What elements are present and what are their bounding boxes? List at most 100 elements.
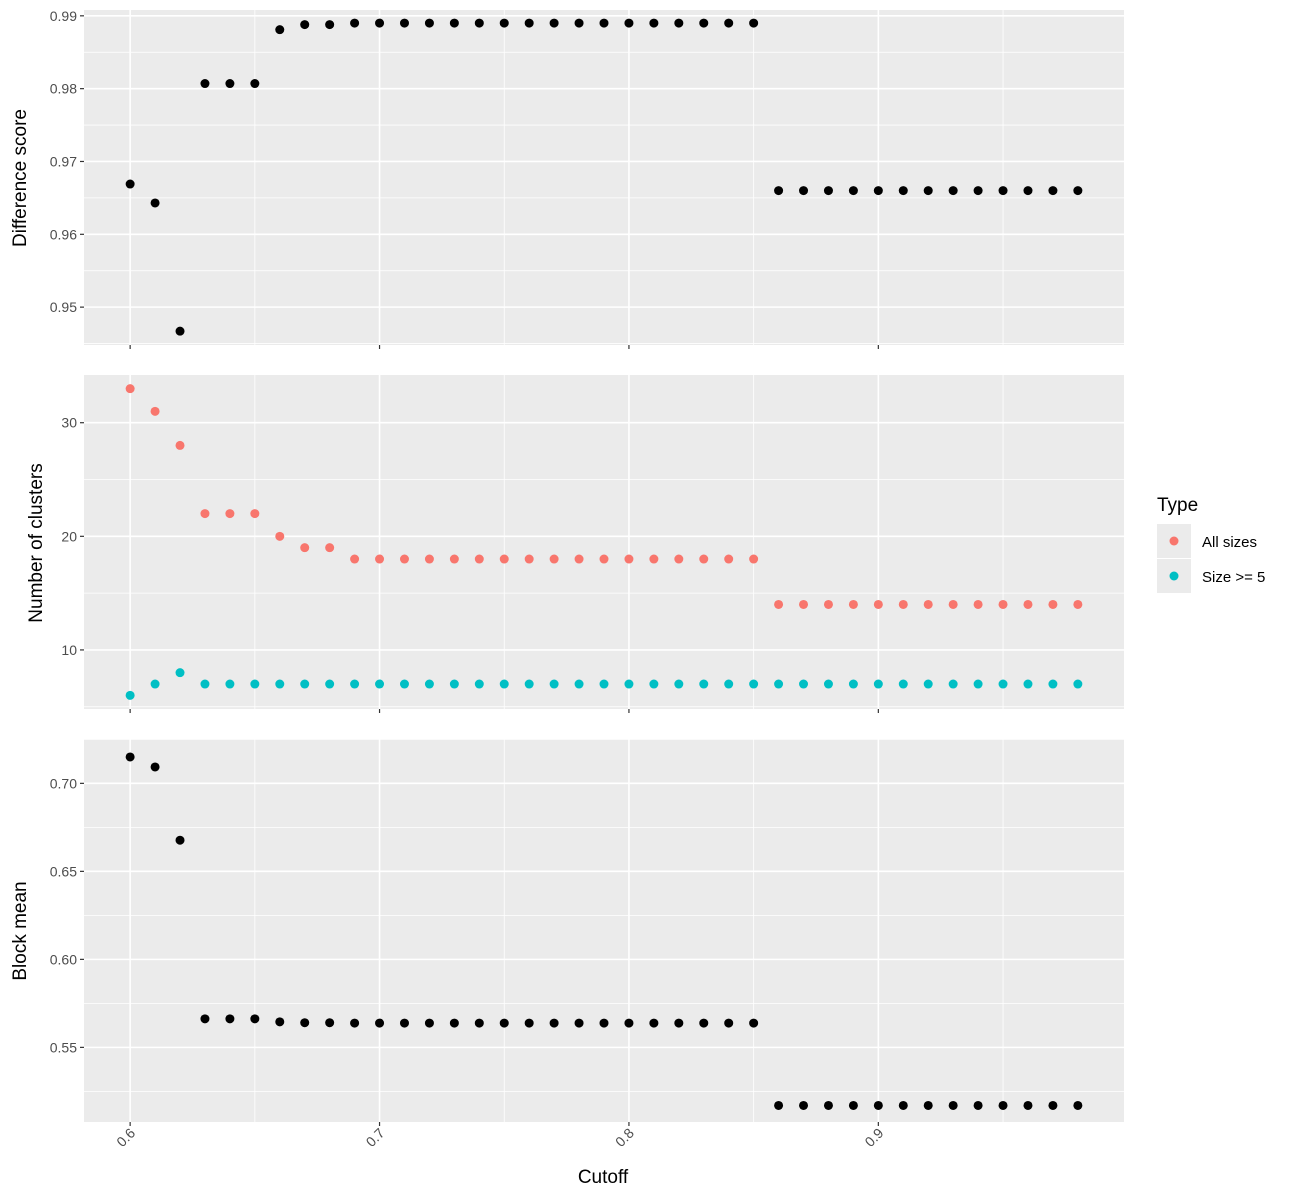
data-point [823, 599, 833, 609]
panel-2: 10 20 30 Number of clusters [26, 375, 1124, 713]
data-point [998, 186, 1008, 196]
data-point [549, 1018, 559, 1028]
legend-marker-all-sizes [1169, 536, 1179, 546]
data-point [948, 599, 958, 609]
data-point [848, 1100, 858, 1110]
data-point [574, 1018, 584, 1028]
data-point [649, 1018, 659, 1028]
data-point [424, 1018, 434, 1028]
data-point [848, 186, 858, 196]
data-point [449, 554, 459, 564]
data-point [399, 679, 409, 689]
data-point [325, 1018, 335, 1028]
data-point [799, 1100, 809, 1110]
data-point [225, 679, 235, 689]
panel-background [84, 739, 1124, 1122]
data-point [948, 186, 958, 196]
y-tick-label: 0.97 [50, 153, 77, 169]
data-point [774, 679, 784, 689]
data-point [948, 1100, 958, 1110]
y-axis-title: Difference score [10, 109, 31, 247]
y-tick-label: 0.70 [50, 775, 77, 791]
data-point [674, 554, 684, 564]
data-point [724, 1018, 734, 1028]
legend-label-size-5: Size >= 5 [1202, 569, 1265, 586]
data-point [774, 186, 784, 196]
data-point [674, 18, 684, 28]
data-point [998, 1100, 1008, 1110]
data-point [524, 18, 534, 28]
data-point [375, 18, 385, 28]
data-point [1023, 1100, 1033, 1110]
x-tick-label: 0.8 [612, 1125, 637, 1150]
data-point [499, 554, 509, 564]
data-point [175, 440, 185, 450]
data-point [699, 1018, 709, 1028]
data-point [923, 679, 933, 689]
data-point [200, 79, 210, 89]
data-point [674, 1018, 684, 1028]
data-point [1048, 1100, 1058, 1110]
data-point [200, 679, 210, 689]
data-point [150, 679, 160, 689]
data-point [375, 554, 385, 564]
data-point [549, 554, 559, 564]
data-point [125, 384, 135, 394]
data-point [848, 599, 858, 609]
legend-title: Type [1157, 495, 1198, 516]
data-point [923, 599, 933, 609]
data-point [125, 752, 135, 762]
data-point [325, 679, 335, 689]
data-point [574, 18, 584, 28]
data-point [300, 1018, 310, 1028]
data-point [524, 1018, 534, 1028]
data-point [300, 679, 310, 689]
data-point [574, 679, 584, 689]
data-point [574, 554, 584, 564]
data-point [499, 679, 509, 689]
data-point [1073, 599, 1083, 609]
data-point [175, 835, 185, 845]
data-point [474, 18, 484, 28]
data-point [499, 1018, 509, 1028]
panel-1: 0.95 0.96 0.97 0.98 0.99 Difference score [10, 8, 1124, 349]
data-point [250, 79, 260, 89]
y-tick-label: 30 [61, 415, 77, 431]
data-point [1073, 1100, 1083, 1110]
panels: 0.95 0.96 0.97 0.98 0.99 Difference score 10 20… [10, 8, 1124, 1150]
y-axis-title: Number of clusters [26, 463, 47, 622]
y-tick-label: 0.95 [50, 299, 77, 315]
data-point [973, 599, 983, 609]
data-point [774, 1100, 784, 1110]
panel-background [84, 375, 1124, 709]
data-point [1048, 186, 1058, 196]
data-point [350, 18, 360, 28]
data-point [399, 18, 409, 28]
data-point [599, 18, 609, 28]
panel-background [84, 10, 1124, 345]
data-point [275, 25, 285, 35]
data-point [998, 679, 1008, 689]
data-point [749, 1018, 759, 1028]
data-point [524, 679, 534, 689]
series-2 [125, 668, 1083, 700]
data-point [749, 554, 759, 564]
series-1 [125, 384, 1083, 609]
data-point [823, 679, 833, 689]
data-point [823, 1100, 833, 1110]
data-point [699, 554, 709, 564]
x-tick-label: 0.9 [861, 1125, 886, 1150]
data-point [624, 554, 634, 564]
legend-marker-size-5 [1169, 571, 1179, 581]
data-point [599, 554, 609, 564]
data-point [175, 668, 185, 678]
data-point [200, 509, 210, 519]
data-point [325, 543, 335, 553]
data-point [225, 509, 235, 519]
data-point [898, 186, 908, 196]
y-axis-title: Block mean [10, 881, 31, 980]
data-point [399, 1018, 409, 1028]
data-point [275, 679, 285, 689]
data-point [150, 406, 160, 416]
